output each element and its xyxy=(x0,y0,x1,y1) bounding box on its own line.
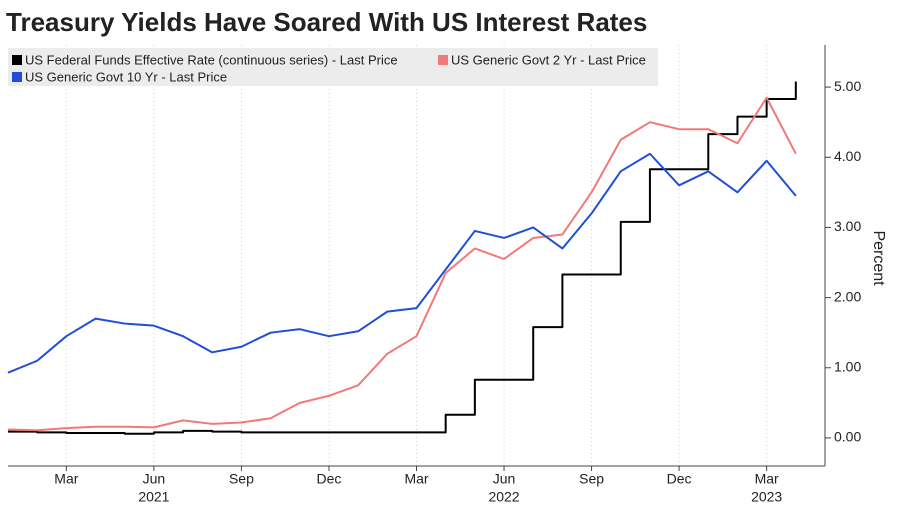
legend-swatch xyxy=(438,55,448,65)
x-tick-label: Dec xyxy=(667,471,692,487)
legend-swatch xyxy=(12,72,22,82)
legend-label: US Federal Funds Effective Rate (continu… xyxy=(25,52,398,67)
legend-label: US Generic Govt 10 Yr - Last Price xyxy=(25,69,227,84)
x-tick-label: Jun xyxy=(493,471,516,487)
x-tick-label: Mar xyxy=(755,471,779,487)
series-line xyxy=(7,96,797,432)
y-tick-label: 4.00 xyxy=(834,148,861,164)
y-axis-label: Percent xyxy=(870,230,887,286)
x-tick-label: Sep xyxy=(229,471,254,487)
series-line xyxy=(8,81,797,435)
series-line xyxy=(7,152,797,374)
chart-title: Treasury Yields Have Soared With US Inte… xyxy=(6,7,647,37)
x-tick-label: Dec xyxy=(317,471,342,487)
legend-swatch xyxy=(12,55,22,65)
x-tick-label: Mar xyxy=(404,471,428,487)
y-tick-label: 1.00 xyxy=(834,358,861,374)
x-tick-label: Jun xyxy=(143,471,166,487)
legend-box xyxy=(8,48,658,86)
x-tick-label: Mar xyxy=(54,471,78,487)
y-tick-label: 2.00 xyxy=(834,288,861,304)
y-tick-label: 5.00 xyxy=(834,78,861,94)
y-tick-label: 0.00 xyxy=(834,429,861,445)
legend: US Federal Funds Effective Rate (continu… xyxy=(8,48,658,86)
x-tick-label: Sep xyxy=(579,471,604,487)
x-year-label: 2021 xyxy=(138,489,169,505)
legend-label: US Generic Govt 2 Yr - Last Price xyxy=(451,52,646,67)
y-tick-label: 3.00 xyxy=(834,218,861,234)
x-year-label: 2023 xyxy=(751,489,782,505)
x-year-label: 2022 xyxy=(488,489,519,505)
